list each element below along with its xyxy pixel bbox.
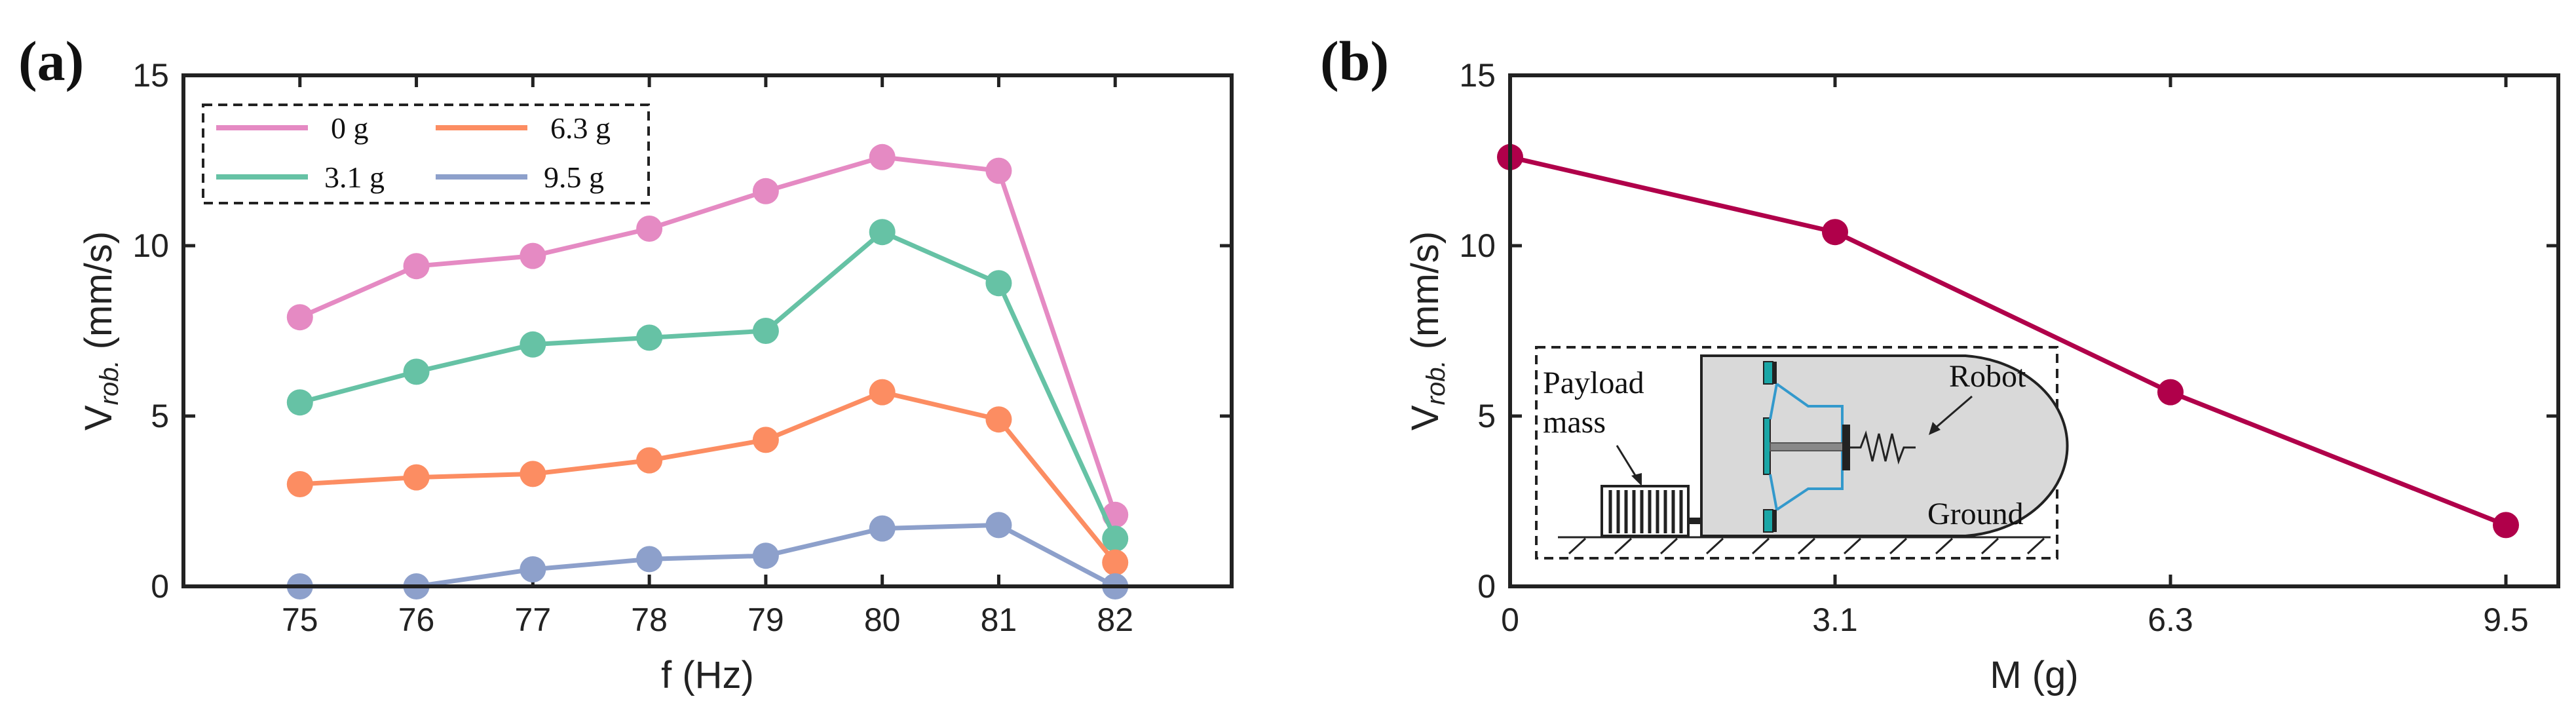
plot-a-xtick-label: 80 xyxy=(864,601,901,638)
plot-a-xlabel: f (Hz) xyxy=(661,654,754,696)
plot-a-series-3-point xyxy=(636,546,663,573)
plot-a-ytick-label: 15 xyxy=(132,57,169,94)
plot-b-xtick-label: 0 xyxy=(1501,601,1519,638)
plot-a-series-1-point xyxy=(403,358,430,385)
ground-hatch xyxy=(1558,536,2051,555)
plot-a-series-3-point xyxy=(752,542,779,569)
plot-a-series-1-point xyxy=(636,324,663,351)
legend-label-0g: 0 g xyxy=(331,111,369,145)
plot-b-ylabel: Vrob. (mm/s) xyxy=(1404,231,1450,430)
robot-label: Robot xyxy=(1949,359,2026,394)
plot-b-series-0-point xyxy=(1822,219,1848,246)
plot-a-ylabel: Vrob. (mm/s) xyxy=(77,231,124,430)
panel-b-label: (b) xyxy=(1320,29,1389,92)
plot-a-ytick-label: 5 xyxy=(151,398,169,434)
plot-a-series-0-point xyxy=(286,304,313,331)
plot-a-series-2-point xyxy=(1102,549,1129,576)
plot-a-xtick-label: 78 xyxy=(631,601,668,638)
plot-a-series-1-point xyxy=(1102,525,1129,552)
plot-a-series-1-point xyxy=(286,389,313,416)
payload-mass xyxy=(1601,485,1700,537)
plot-a-series-1-point xyxy=(520,331,546,358)
legend-label-9-5g: 9.5 g xyxy=(544,161,604,194)
plot-a-series-0-point xyxy=(985,157,1012,184)
legend-item-3-1g: 3.1 g xyxy=(216,161,385,194)
plot-a-series-2-point xyxy=(752,427,779,453)
plot-b-ytick-label: 5 xyxy=(1477,398,1496,434)
robot-legs xyxy=(1763,361,1777,533)
robot-body xyxy=(1700,354,2069,537)
plot-a-xtick-label: 82 xyxy=(1097,601,1133,638)
legend-item-0g: 0 g xyxy=(216,111,369,145)
plot-a-series-2-point xyxy=(520,461,546,487)
plot-a-series-0-point xyxy=(636,216,663,242)
plot-a: 0 5 10 15 75 76 77 78 79 80 81 82 xyxy=(132,57,1232,638)
panel-a-label: (a) xyxy=(18,29,84,92)
plot-a-ytick-label: 0 xyxy=(151,568,169,605)
legend-a: 0 g 6.3 g 3.1 g 9.5 g xyxy=(202,104,650,204)
robot-spring xyxy=(1850,430,1916,465)
plot-a-series-3-line xyxy=(299,522,1116,589)
inset-schematic: Payload mass Robot Ground xyxy=(1535,346,2069,560)
payload-label: Payload xyxy=(1543,366,1644,400)
plot-a-series-0-point xyxy=(403,253,430,280)
payload-label-2: mass xyxy=(1543,405,1606,440)
plot-b-xtick-label: 6.3 xyxy=(2148,601,2193,638)
plot-a-ytick-label: 10 xyxy=(132,227,169,264)
plot-a-series-1-point xyxy=(985,270,1012,297)
plot-a-series-0-point xyxy=(869,143,896,170)
plot-a-series-2-point xyxy=(286,471,313,497)
legend-item-9-5g: 9.5 g xyxy=(436,161,604,194)
payload-arrow xyxy=(1616,445,1639,480)
plot-b-xtick-label: 3.1 xyxy=(1812,601,1858,638)
plot-b-ytick-label: 10 xyxy=(1459,227,1496,264)
plot-b-xtick-label: 9.5 xyxy=(2483,601,2529,638)
plot-a-series-0-point xyxy=(520,242,546,269)
plot-a-series-2-point xyxy=(403,464,430,491)
plot-b-series-0-point xyxy=(2493,512,2519,539)
robot-arrow xyxy=(1933,395,1973,430)
plot-a-series-1-line xyxy=(299,229,1118,540)
legend-a-box xyxy=(202,104,650,204)
plot-a-frame xyxy=(181,73,1234,588)
legend-label-6-3g: 6.3 g xyxy=(550,111,611,145)
plot-a-series-2-point xyxy=(636,447,663,474)
plot-a-xtick-label: 81 xyxy=(981,601,1017,638)
plot-a-xtick-label: 76 xyxy=(398,601,435,638)
plot-a-xtick-label: 77 xyxy=(515,601,552,638)
plot-a-series-3-point xyxy=(520,556,546,582)
plot-b-xlabel: M (g) xyxy=(1990,654,2078,696)
legend-item-6-3g: 6.3 g xyxy=(436,111,611,145)
plot-a-series-2-point xyxy=(985,406,1012,433)
plot-a-series-3-point xyxy=(985,512,1012,539)
plot-a-series-1-point xyxy=(752,318,779,344)
plot-a-series-0-line xyxy=(299,155,1118,516)
plot-b-ytick-label: 15 xyxy=(1459,57,1496,94)
plot-b-series-0-line xyxy=(1509,155,2507,527)
plot-b-frame xyxy=(1508,73,2560,588)
legend-label-3-1g: 3.1 g xyxy=(324,161,385,194)
plot-a-series-2-line xyxy=(299,390,1117,564)
plot-a-series-2-point xyxy=(869,379,896,406)
plot-a-series-1-point xyxy=(869,219,896,246)
robot-rod xyxy=(1770,442,1844,451)
plot-a-series-0-point xyxy=(752,178,779,204)
ground-label: Ground xyxy=(1927,497,2024,531)
plot-a-xtick-label: 75 xyxy=(282,601,318,638)
plot-b-ytick-label: 0 xyxy=(1477,568,1496,605)
plot-a-series-3-point xyxy=(869,515,896,542)
plot-a-xtick-label: 79 xyxy=(748,601,784,638)
plot-b-series-0-point xyxy=(2157,379,2184,406)
